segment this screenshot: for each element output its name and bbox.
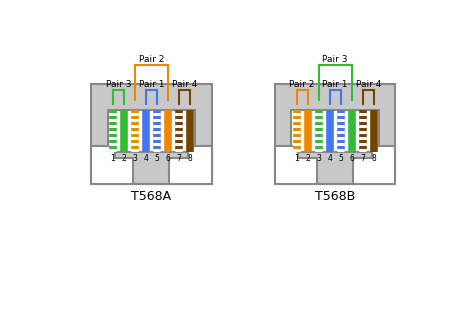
Text: 4: 4 [327, 154, 332, 163]
Text: 8: 8 [371, 154, 376, 163]
Text: 4: 4 [144, 154, 148, 163]
Bar [91, 84, 211, 184]
Text: T568A: T568A [131, 190, 172, 203]
Text: 2: 2 [305, 154, 310, 163]
Text: 5: 5 [338, 154, 343, 163]
Text: 1: 1 [294, 154, 299, 163]
Bar [292, 110, 379, 152]
Text: Pair 3: Pair 3 [106, 79, 131, 88]
Text: 6: 6 [349, 154, 354, 163]
Text: 6: 6 [165, 154, 171, 163]
Text: Pair 4: Pair 4 [172, 79, 197, 88]
Text: Pair 2: Pair 2 [139, 55, 164, 64]
Text: Pair 4: Pair 4 [356, 79, 381, 88]
Text: Pair 1: Pair 1 [322, 79, 348, 88]
Text: 3: 3 [316, 154, 321, 163]
Text: T568B: T568B [315, 190, 356, 203]
Text: 7: 7 [360, 154, 365, 163]
Text: 3: 3 [133, 154, 137, 163]
Polygon shape [275, 146, 395, 184]
Text: 5: 5 [155, 154, 159, 163]
Text: 2: 2 [121, 154, 126, 163]
Text: Pair 2: Pair 2 [290, 79, 315, 88]
Bar [275, 84, 395, 184]
Bar [108, 110, 195, 152]
Text: Pair 1: Pair 1 [139, 79, 164, 88]
Text: 7: 7 [177, 154, 182, 163]
Text: Pair 3: Pair 3 [322, 55, 348, 64]
Polygon shape [91, 146, 211, 184]
Text: 8: 8 [188, 154, 192, 163]
Text: 1: 1 [110, 154, 115, 163]
